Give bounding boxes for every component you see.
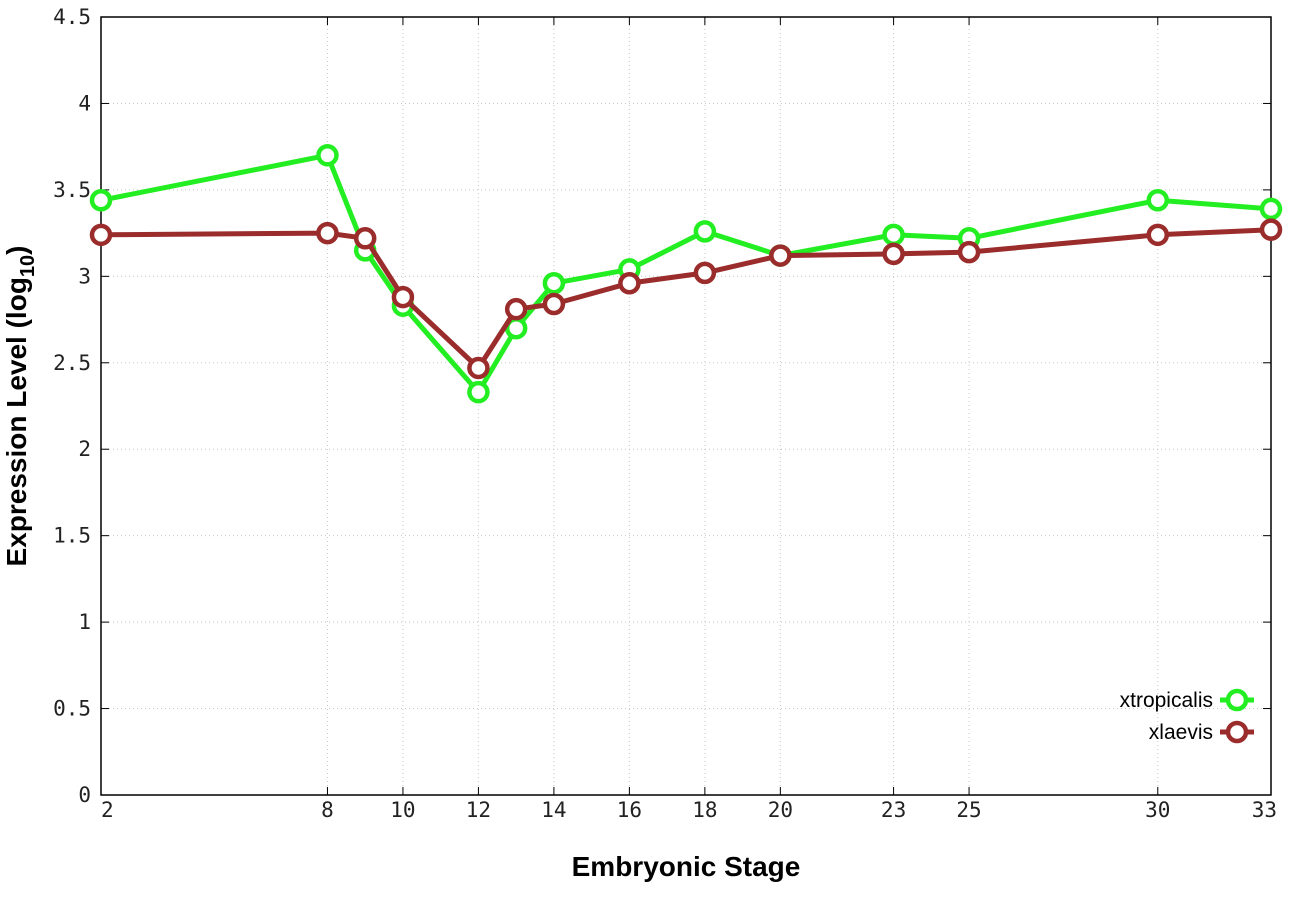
data-point [769, 244, 792, 267]
legend-label: xlaevis [1149, 721, 1213, 744]
data-point [1146, 223, 1170, 247]
legend: xtropicalis xlaevis [1120, 688, 1254, 744]
data-point [89, 223, 113, 247]
data-point [353, 227, 377, 250]
x-tick-label: 14 [541, 798, 566, 822]
grid [101, 17, 1271, 795]
y-tick-label: 3.5 [53, 178, 91, 202]
y-axis-title: Expression Level (log10) [1, 246, 39, 567]
y-tick-label: 1.5 [53, 524, 91, 548]
data-point [882, 242, 905, 266]
x-tick-label: 20 [768, 798, 793, 822]
data-point [316, 144, 339, 167]
y-tick-label: 2.5 [53, 351, 91, 375]
data-point [391, 285, 415, 309]
data-point [882, 223, 905, 247]
data-point [1259, 218, 1283, 241]
legend-swatch-marker [1225, 720, 1249, 744]
data-point [504, 297, 528, 321]
data-point [542, 292, 566, 316]
data-point [467, 380, 490, 404]
x-tick-label: 25 [956, 798, 981, 822]
data-point [542, 271, 566, 295]
x-tick-label: 30 [1145, 798, 1170, 822]
data-point [618, 271, 641, 295]
data-point [89, 189, 113, 212]
x-tick-label: 10 [390, 798, 415, 822]
y-tick-label: 4.5 [53, 5, 91, 29]
x-tick-label: 2 [101, 798, 114, 822]
data-point [1146, 189, 1170, 212]
x-tick-label: 12 [466, 798, 491, 822]
legend-label: xtropicalis [1120, 689, 1213, 712]
x-tick-label: 8 [321, 798, 334, 822]
data-point [693, 220, 717, 243]
series-line [100, 227, 1272, 371]
y-axis-title-close: ) [1, 246, 32, 255]
y-tick-label: 4 [78, 91, 91, 115]
data-point [693, 261, 717, 285]
legend-swatch-marker [1225, 688, 1249, 712]
y-tick-label: 1 [78, 610, 91, 634]
legend-item: xlaevis [1149, 720, 1254, 744]
series-layer [89, 144, 1283, 404]
x-tick-label: 18 [692, 798, 717, 822]
data-point [467, 356, 490, 380]
y-tick-label: 2 [78, 437, 91, 461]
y-axis: 0 0.5 1 1.5 2 2.5 3 3.5 4 4.5 [53, 5, 1271, 807]
series-xlaevis [89, 218, 1283, 380]
x-tick-label: 33 [1252, 798, 1277, 822]
data-point [316, 221, 339, 245]
legend-item: xtropicalis [1120, 688, 1254, 712]
data-point [1259, 197, 1283, 221]
x-axis-title: Embryonic Stage [572, 851, 801, 882]
data-point [957, 240, 981, 264]
y-axis-title-subscript: 10 [17, 255, 39, 277]
y-axis-title-main: Expression Level (log [1, 277, 32, 566]
x-tick-label: 23 [881, 798, 906, 822]
x-tick-label: 16 [617, 798, 642, 822]
y-tick-label: 3 [78, 264, 91, 288]
y-tick-label: 0 [78, 783, 91, 807]
plot-frame [100, 16, 1272, 796]
y-tick-label: 0.5 [53, 697, 91, 721]
x-axis: 2 8 10 12 14 16 18 20 23 25 30 33 [100, 17, 1277, 822]
